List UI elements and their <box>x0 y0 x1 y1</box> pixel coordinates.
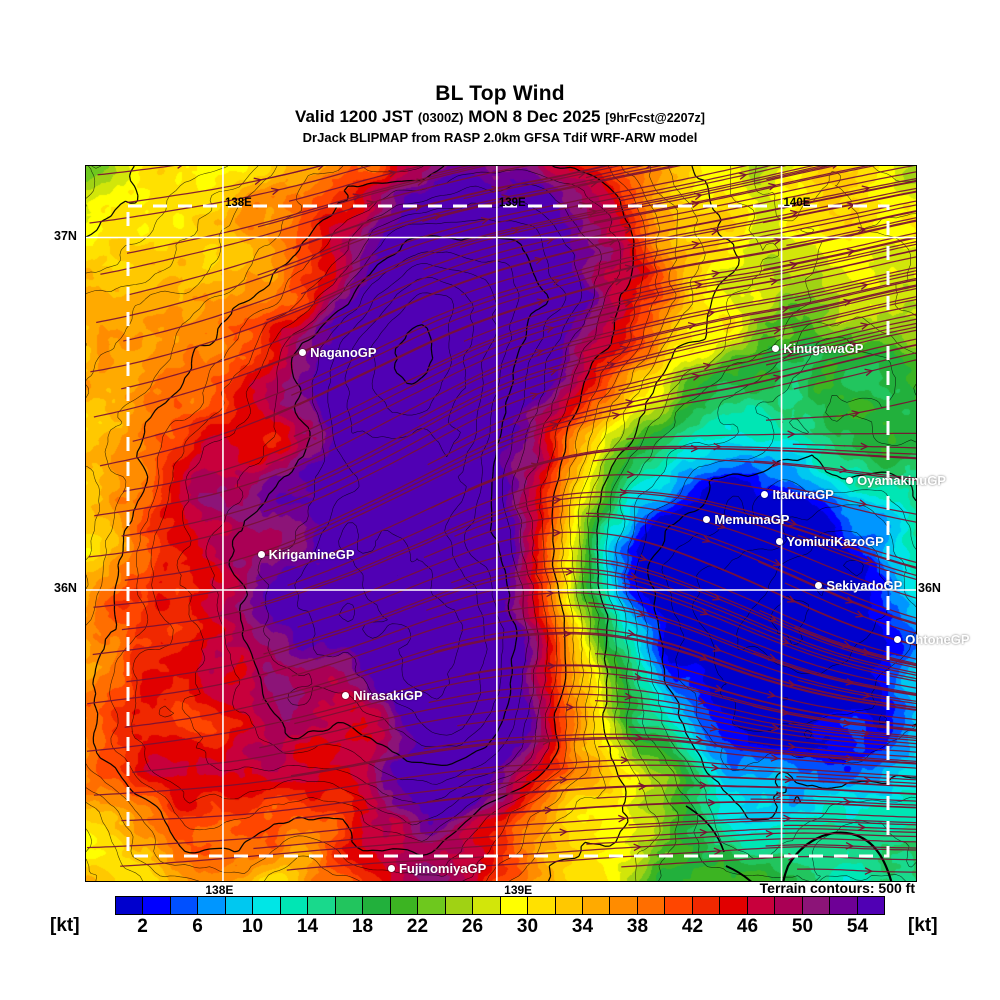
colorbar-swatch-24 <box>445 897 474 914</box>
colorbar-swatch-32 <box>555 897 583 914</box>
colorbar-swatch-38 <box>637 897 666 914</box>
colorbar-tick-14: 14 <box>296 916 319 937</box>
lon-label-bottom-139E: 139E <box>504 883 533 897</box>
colorbar-swatch-14 <box>308 897 336 914</box>
valid-date: MON 8 Dec 2025 <box>468 107 601 126</box>
colorbar-swatch-42 <box>692 897 721 914</box>
wind-streamlines <box>86 166 916 875</box>
valid-utc: (0300Z) <box>417 110 464 125</box>
domain-boundary <box>126 204 890 858</box>
valid-time: Valid 1200 JST <box>295 107 414 126</box>
colorbar-swatch-46 <box>747 897 776 914</box>
lat-label-right-36N: 36N <box>918 580 941 595</box>
colorbar-swatch-16 <box>335 897 364 914</box>
colorbar-swatch-36 <box>610 897 638 914</box>
wind-map[interactable] <box>85 165 917 882</box>
colorbar-swatch-0 <box>116 897 144 914</box>
colorbar-swatches <box>115 896 885 915</box>
graticule <box>86 166 916 881</box>
valid-line: Valid 1200 JST (0300Z) MON 8 Dec 2025 [9… <box>0 106 1000 129</box>
colorbar-swatch-10 <box>253 897 281 914</box>
colorbar-swatch-4 <box>170 897 199 914</box>
colorbar-tick-42: 42 <box>681 916 704 937</box>
colorbar: [kt] 2 6 10 14 18 22 26 30 34 38 42 46 50 54 [kt] <box>0 895 1000 945</box>
colorbar-tick-54: 54 <box>846 916 869 937</box>
colorbar-tick-50: 50 <box>791 916 814 937</box>
colorbar-tick-30: 30 <box>516 916 539 937</box>
model-line: DrJack BLIPMAP from RASP 2.0km GFSA Tdif… <box>302 130 698 145</box>
colorbar-tick-34: 34 <box>571 916 594 937</box>
colorbar-swatch-20 <box>390 897 419 914</box>
colorbar-swatch-30 <box>528 897 556 914</box>
terrain-contour-note: Terrain contours: 500 ft <box>759 880 915 896</box>
colorbar-swatch-6 <box>198 897 226 914</box>
colorbar-tick-18: 18 <box>351 916 374 937</box>
colorbar-unit-left: [kt] <box>50 915 80 936</box>
colorbar-swatch-8 <box>225 897 254 914</box>
forecast-tag: [9hrFcst@2207z] <box>605 111 705 125</box>
colorbar-tick-6: 6 <box>192 916 203 937</box>
page-title: BL Top Wind <box>435 82 565 105</box>
colorbar-tick-22: 22 <box>406 916 429 937</box>
colorbar-ticks: 2 6 10 14 18 22 26 30 34 38 42 46 50 54 <box>115 916 885 942</box>
colorbar-swatch-40 <box>665 897 693 914</box>
lat-label-left-36N: 36N <box>54 580 77 595</box>
colorbar-swatch-2 <box>143 897 171 914</box>
colorbar-unit-right: [kt] <box>908 915 938 936</box>
colorbar-swatch-12 <box>280 897 309 914</box>
colorbar-swatch-50 <box>802 897 831 914</box>
colorbar-tick-38: 38 <box>626 916 649 937</box>
colorbar-tick-10: 10 <box>241 916 264 937</box>
lat-label-left-37N: 37N <box>54 228 77 243</box>
colorbar-swatch-18 <box>363 897 391 914</box>
colorbar-swatch-52 <box>830 897 858 914</box>
colorbar-swatch-48 <box>775 897 803 914</box>
colorbar-tick-2: 2 <box>137 916 148 937</box>
title-block: BL Top Wind Valid 1200 JST (0300Z) MON 8… <box>0 82 1000 146</box>
colorbar-swatch-44 <box>720 897 748 914</box>
colorbar-swatch-54 <box>857 897 885 914</box>
colorbar-tick-26: 26 <box>461 916 484 937</box>
map-overlays <box>86 166 916 881</box>
colorbar-swatch-34 <box>582 897 611 914</box>
colorbar-tick-46: 46 <box>736 916 759 937</box>
colorbar-swatch-26 <box>473 897 501 914</box>
lon-label-bottom-138E: 138E <box>205 883 234 897</box>
colorbar-swatch-22 <box>418 897 446 914</box>
colorbar-swatch-28 <box>500 897 529 914</box>
